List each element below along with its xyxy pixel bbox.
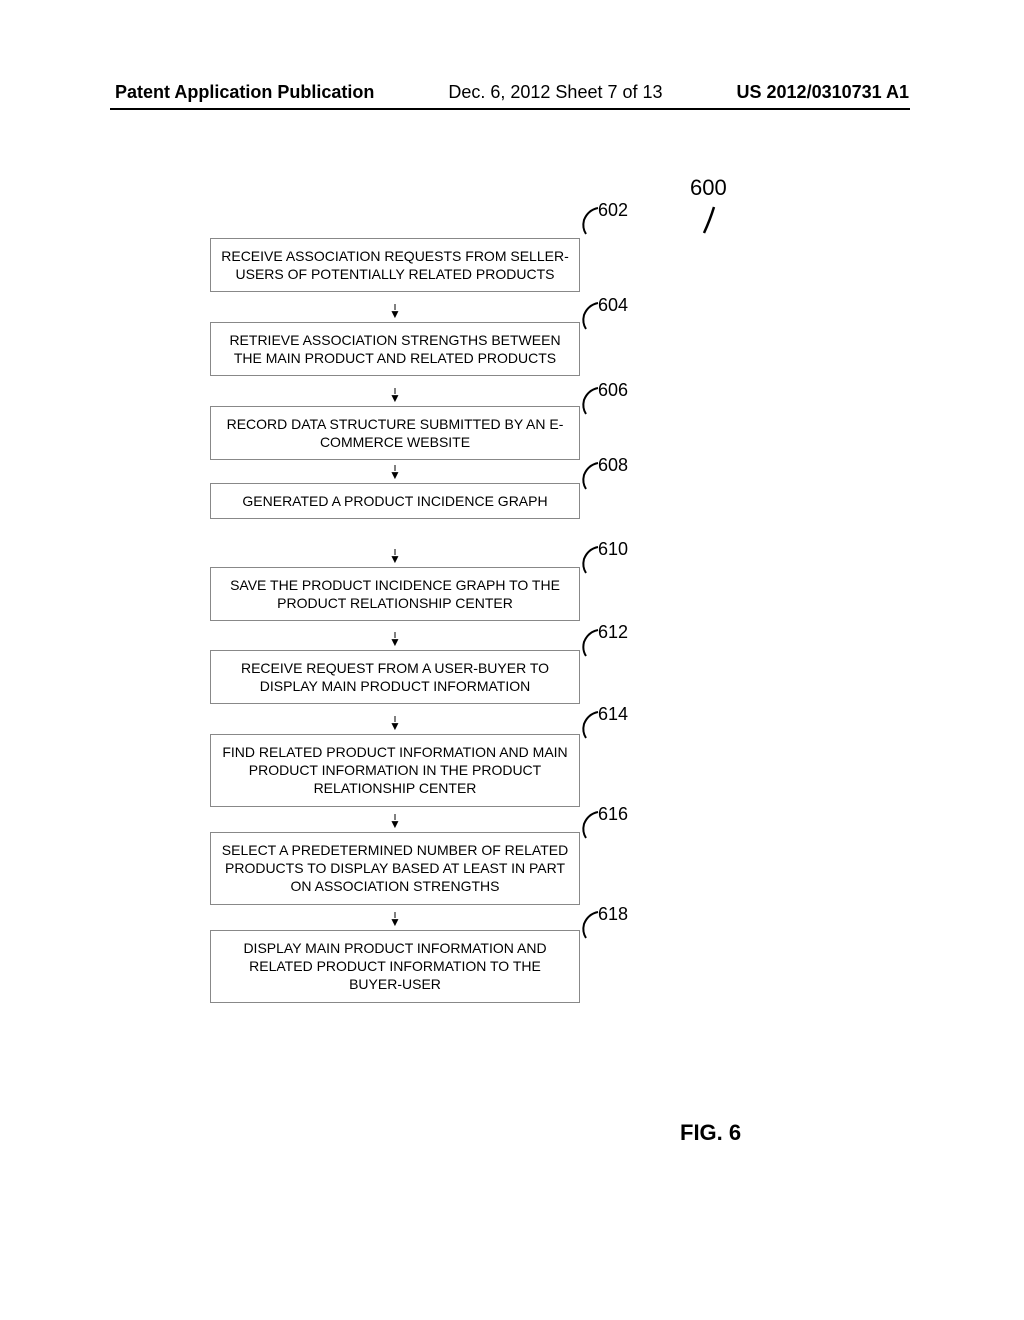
header-date-sheet: Dec. 6, 2012 Sheet 7 of 13 bbox=[448, 82, 662, 103]
figure-label: FIG. 6 bbox=[680, 1120, 741, 1146]
arrow-612-to-614 bbox=[210, 718, 580, 734]
ref-label-608: 608 bbox=[598, 455, 628, 476]
ref-label-604: 604 bbox=[598, 295, 628, 316]
ref-curve-602 bbox=[580, 206, 602, 236]
ref-curve-606 bbox=[580, 386, 602, 416]
figure-overall-ref-tick bbox=[700, 205, 720, 235]
figure-overall-ref: 600 bbox=[690, 175, 727, 201]
ref-label-618: 618 bbox=[598, 904, 628, 925]
ref-curve-614 bbox=[580, 710, 602, 740]
ref-label-606: 606 bbox=[598, 380, 628, 401]
page-header: Patent Application Publication Dec. 6, 2… bbox=[0, 82, 1024, 103]
flowchart-step-614: FIND RELATED PRODUCT INFORMATION AND MAI… bbox=[210, 734, 580, 807]
ref-curve-604 bbox=[580, 301, 602, 331]
ref-curve-608 bbox=[580, 461, 602, 491]
flowchart-step-606: RECORD DATA STRUCTURE SUBMITTED BY AN E-… bbox=[210, 406, 580, 460]
arrow-616-to-618 bbox=[210, 914, 580, 930]
arrow-606-to-608 bbox=[210, 467, 580, 483]
arrow-608-to-610 bbox=[210, 551, 580, 567]
ref-curve-616 bbox=[580, 810, 602, 840]
flowchart-step-612: RECEIVE REQUEST FROM A USER-BUYER TO DIS… bbox=[210, 650, 580, 704]
arrow-614-to-616 bbox=[210, 816, 580, 832]
ref-curve-610 bbox=[580, 545, 602, 575]
flowchart-step-604: RETRIEVE ASSOCIATION STRENGTHS BETWEEN T… bbox=[210, 322, 580, 376]
ref-label-612: 612 bbox=[598, 622, 628, 643]
ref-label-610: 610 bbox=[598, 539, 628, 560]
ref-label-614: 614 bbox=[598, 704, 628, 725]
flowchart-step-602: RECEIVE ASSOCIATION REQUESTS FROM SELLER… bbox=[210, 238, 580, 292]
header-pub-number: US 2012/0310731 A1 bbox=[737, 82, 909, 103]
arrow-610-to-612 bbox=[210, 634, 580, 650]
flowchart-step-608: GENERATED A PRODUCT INCIDENCE GRAPH bbox=[210, 483, 580, 519]
header-divider bbox=[110, 108, 910, 110]
flowchart-step-616: SELECT A PREDETERMINED NUMBER OF RELATED… bbox=[210, 832, 580, 905]
arrow-602-to-604 bbox=[210, 306, 580, 322]
flowchart-step-618: DISPLAY MAIN PRODUCT INFORMATION AND REL… bbox=[210, 930, 580, 1003]
arrow-604-to-606 bbox=[210, 390, 580, 406]
flowchart-step-610: SAVE THE PRODUCT INCIDENCE GRAPH TO THE … bbox=[210, 567, 580, 621]
ref-label-602: 602 bbox=[598, 200, 628, 221]
header-publication: Patent Application Publication bbox=[115, 82, 374, 103]
ref-label-616: 616 bbox=[598, 804, 628, 825]
ref-curve-612 bbox=[580, 628, 602, 658]
ref-curve-618 bbox=[580, 910, 602, 940]
